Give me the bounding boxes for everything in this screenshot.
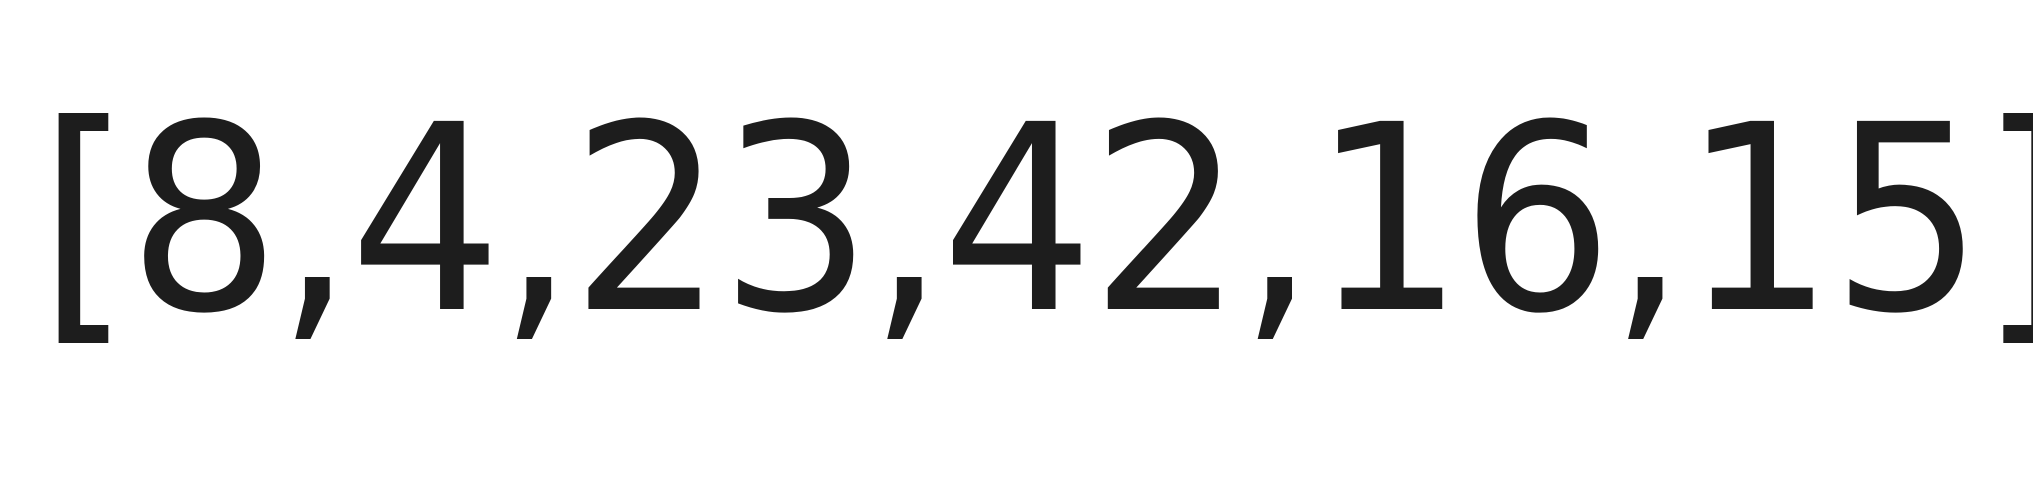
number-array-text: [8,4,23,42,16,15] <box>38 70 2033 370</box>
